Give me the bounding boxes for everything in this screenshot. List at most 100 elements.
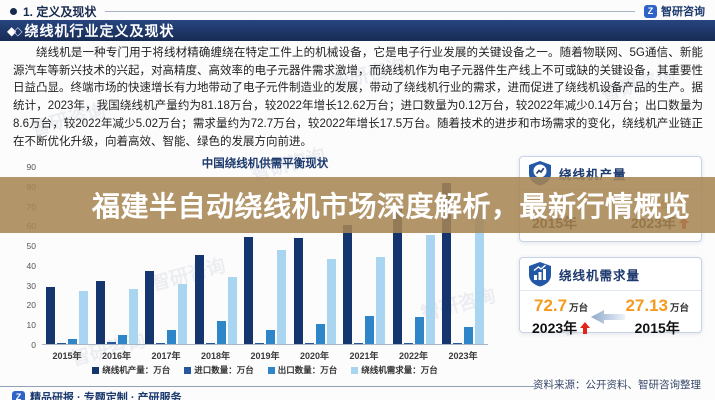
x-tick-label: 2022年 [398,351,429,361]
y-tick-label: 90 [26,162,36,172]
chart-plot [42,167,488,345]
bar-group [194,255,237,344]
headline-text: 福建半自动绕线机市场深度解析，最新行情概览 [92,191,691,222]
footer-brand-glyph-icon: Z [12,390,25,400]
bar [244,237,253,344]
x-axis-labels: 2015年 2016年 2017年 2018年 2019年 2020年 2021年 2022年… [42,349,488,362]
demand-card-title: 绕线机需求量 [559,268,641,283]
bar [277,250,286,344]
demand-card-body: 72.7 万台 2023年 [520,291,701,346]
data-source: 资料来源：公开资料、智研咨询整理 [533,379,701,391]
chart-title: 中国绕线机供需平衡现状 [201,158,329,170]
bar-group [293,238,336,344]
legend-item: 进口数量：万台 [184,364,254,376]
bar [128,288,138,344]
top-bar: 1. 定义及现状 Z 智研咨询 [10,3,705,19]
demand-left-year: 2023年 [532,318,591,338]
x-tick-label: 2015年 [52,351,82,361]
y-tick-label: 10 [26,320,36,331]
bullet-icon [10,7,17,15]
bar-group [95,280,138,344]
y-tick-label: 50 [26,241,36,252]
demand-right-value: 27.13 [625,296,668,315]
bar [315,324,325,344]
bar [117,335,127,344]
demand-badge-icon [529,262,551,287]
bar [293,238,303,344]
legend-label: 进口数量：万台 [194,365,254,375]
section-label: 1. 定义及现状 [23,4,97,19]
bar [326,258,336,344]
section-header: ◆◇ 绕线机行业定义及现状 [0,20,715,41]
demand-card: 绕线机需求量 72.7 万台 2023年 [519,257,702,336]
footer-divider [0,386,540,387]
x-tick-label: 2023年 [448,351,478,361]
bar [304,343,314,344]
x-tick-label: 2019年 [250,351,280,361]
bar-group [244,237,286,344]
bar [68,339,77,344]
bar [403,343,413,344]
brand-glyph-icon: Z [644,4,657,18]
legend-swatch-icon [267,366,275,374]
divider-line [105,10,635,12]
legend-swatch-icon [351,366,359,374]
demand-right-year: 2015年 [634,320,680,336]
up-arrow-icon [580,322,591,334]
bar [414,317,424,344]
bar-group [392,208,435,344]
legend-swatch-icon [184,366,192,374]
footer: Z 精品研报 · 专题定制 · 产研服务 [12,389,182,400]
demand-card-header: 绕线机需求量 [520,258,701,291]
bar [57,343,66,344]
chart-legend: 绕线机产量：万台 进口数量：万台 出口数量：万台 绕线机需求量：万台 [42,364,488,376]
headline-banner: 福建半自动绕线机市场深度解析，最新行情概览 [0,177,715,233]
demand-left-unit: 万台 [569,303,589,314]
legend-item: 绕线机需求量：万台 [351,364,438,376]
x-tick-label: 2017年 [151,351,181,361]
brand-logo: Z 智研咨询 [644,3,705,19]
x-tick-label: 2016年 [101,351,132,361]
left-arrow-icon [590,310,625,324]
bar [79,290,88,344]
legend-label: 出口数量：万台 [277,365,338,375]
bar-group [343,225,385,344]
x-tick-label: 2021年 [349,351,379,361]
bar [205,343,215,344]
brand-name: 智研咨询 [661,6,705,18]
bar [46,286,55,344]
bar [255,343,264,344]
x-tick-label: 2018年 [200,351,231,361]
bar [178,283,187,344]
bar [266,330,275,344]
bar [194,255,204,344]
footer-text: 精品研报 · 专题定制 · 产研服务 [30,392,182,400]
x-tick-label: 2020年 [299,351,330,361]
bar [464,327,473,344]
bar-group [145,270,187,344]
bar [167,329,176,344]
y-tick-label: 20 [26,300,36,311]
bar [145,270,154,344]
legend-swatch-icon [92,366,100,374]
bar-group [46,286,88,344]
intro-paragraph: 绕线机是一种专门用于将线材精确缠绕在特定工件上的机械设备，它是电子行业发展的关键… [13,47,703,148]
y-tick-label: 40 [26,260,36,271]
y-tick-label: 30 [26,280,36,291]
demand-right-unit: 万台 [669,303,689,314]
bar [343,225,352,344]
bar [365,315,374,344]
bar [216,320,226,344]
diamond-icon: ◆◇ [7,23,23,38]
bar [453,343,462,344]
legend-item: 出口数量：万台 [267,364,338,376]
demand-left-value: 72.7 [534,296,568,315]
bar [354,343,363,344]
bar [156,343,165,344]
y-tick-label: 0 [31,340,36,350]
legend-label: 绕线机产量：万台 [102,365,171,375]
legend-item: 绕线机产量：万台 [92,364,170,376]
demand-left: 72.7 万台 2023年 [532,296,591,338]
bar [392,208,402,344]
